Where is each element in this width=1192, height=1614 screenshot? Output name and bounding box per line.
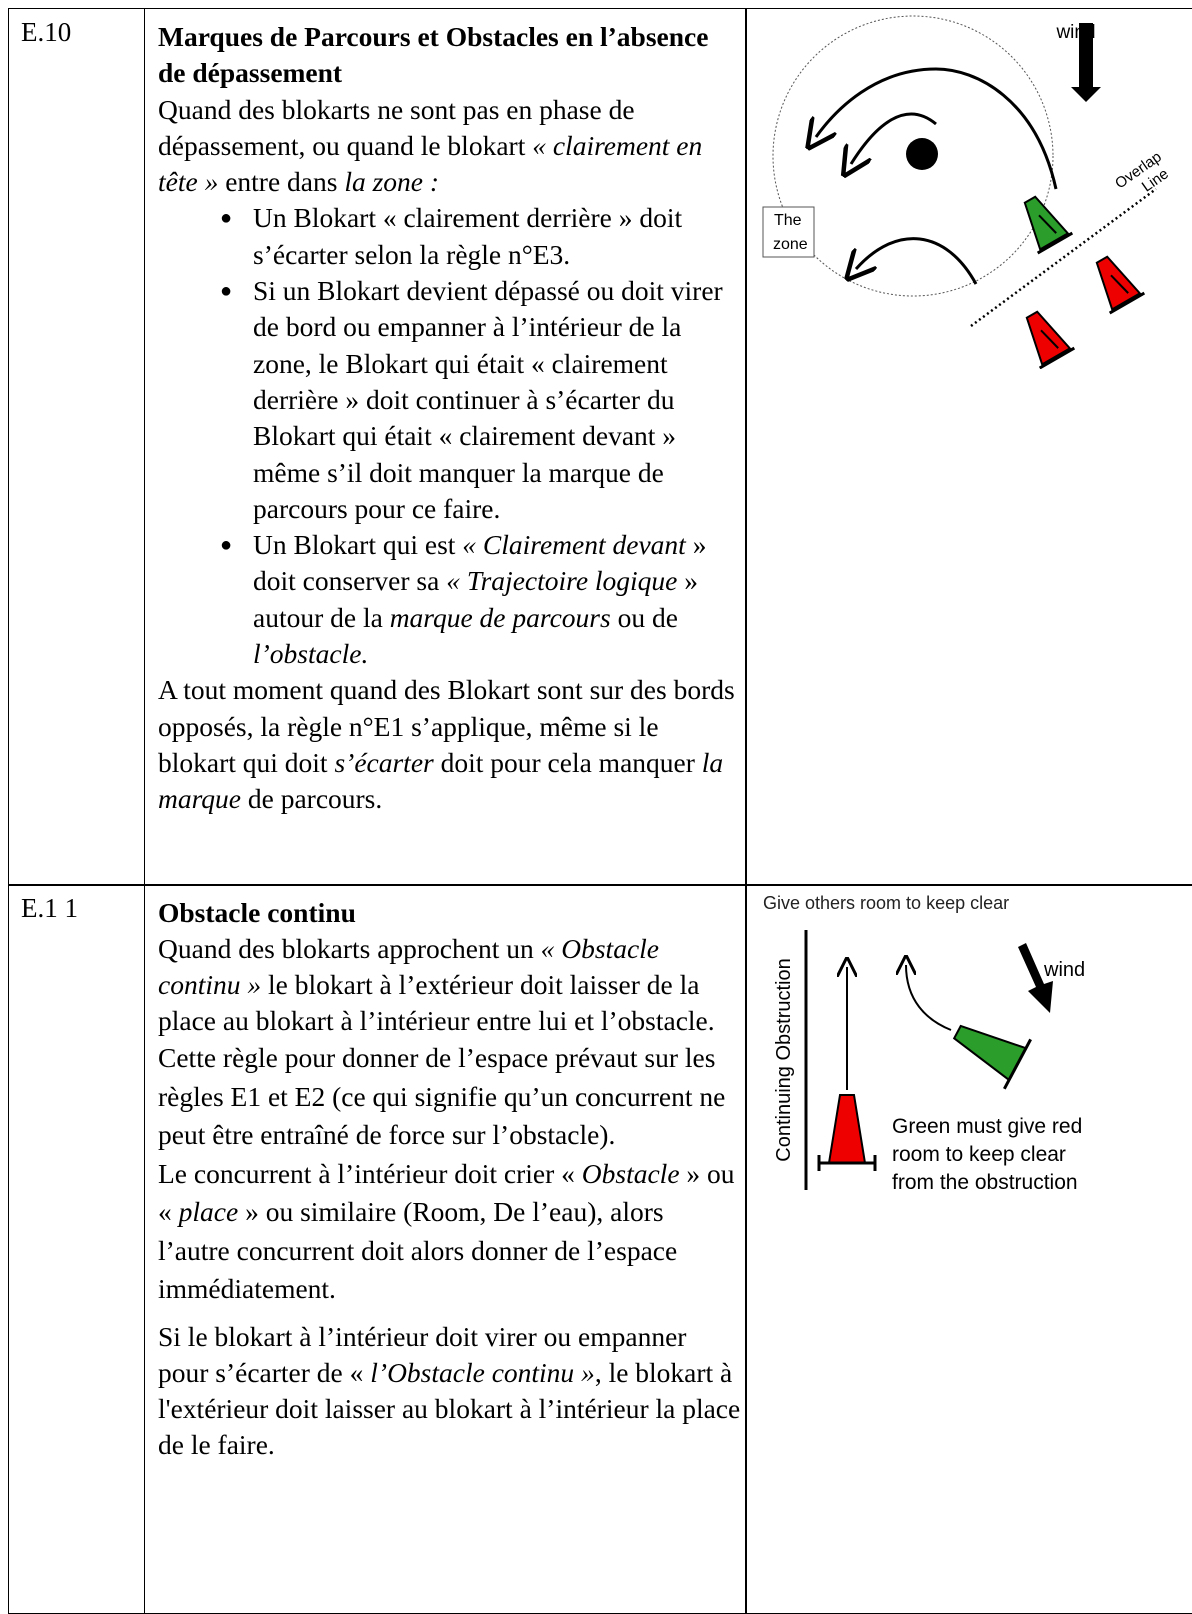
text-run: marque de parcours: [389, 601, 611, 633]
number-cell: E.10: [8, 8, 145, 886]
paragraph: Cette règle pour donner de l’espace prév…: [158, 1039, 742, 1155]
path-arrow: [851, 112, 937, 164]
note: room to keep clear: [892, 1143, 1066, 1166]
text-run: place: [178, 1196, 239, 1228]
red-boat: [1095, 255, 1146, 315]
paragraph: Quand des blokarts ne sont pas en phase …: [158, 92, 736, 201]
wind-arrow: [1018, 943, 1053, 1013]
text-run: » autour de la: [253, 565, 699, 633]
note: from the obstruction: [892, 1171, 1078, 1194]
text-run: « Clairement devant: [462, 529, 686, 561]
diagram-cell: Give others room to keep clear Continuin…: [745, 884, 1192, 1614]
zone-circle: [772, 15, 1054, 297]
zone-label: zone: [773, 236, 808, 253]
zone-label: The: [774, 212, 802, 229]
rule-text: Marques de Parcours et Obstacles en l’ab…: [143, 9, 746, 818]
diagram-cell: wind The zone Overlap Line: [745, 8, 1192, 886]
wind-arrow: [1071, 23, 1101, 102]
rule-title: Marques de Parcours et Obstacles en l’ab…: [158, 21, 709, 89]
rule-number: E.1 1: [21, 893, 78, 923]
path-arrow: [816, 67, 1058, 190]
overlap-line: [970, 187, 1157, 328]
green-boat: [952, 1024, 1032, 1090]
rule-title: Obstacle continu: [158, 897, 356, 928]
text-run: l’obstacle.: [253, 638, 369, 670]
text-run: » ou similaire (Room, De l’eau), alors l…: [158, 1196, 678, 1305]
text-run: Un Blokart qui est: [253, 529, 463, 561]
text-run: Quand des blokarts approchent un: [158, 933, 541, 965]
zone-box: [762, 206, 815, 258]
red-boat: [817, 1094, 877, 1171]
wall-label: Continuing Obstruction: [773, 958, 795, 1161]
text-run: « Obstacle continu »: [158, 933, 660, 1001]
wind-label: wind: [1043, 959, 1085, 981]
text-run: s’écarter: [334, 746, 434, 778]
path-arrow: [856, 237, 978, 285]
paragraph: Le concurrent à l’intérieur doit crier «…: [158, 1155, 742, 1309]
text-run: , le blokart à l'extérieur doit laisser …: [158, 1356, 741, 1460]
text-run: Obstacle: [581, 1157, 680, 1189]
text-run: la zone :: [344, 166, 440, 198]
mark: [906, 138, 938, 170]
bullet-item: Un Blokart « clairement derrière » doit …: [220, 200, 736, 273]
green-boat: [1023, 195, 1074, 255]
rule-number: E.10: [21, 17, 72, 47]
caption: Give others room to keep clear: [763, 893, 1009, 913]
text-run: de parcours.: [241, 783, 383, 815]
text-run: Un Blokart « clairement derrière » doit …: [253, 202, 683, 270]
text-run: entre dans: [218, 166, 345, 198]
bullet-item: Un Blokart qui est « Clairement devant »…: [220, 527, 736, 672]
text-run: Cette règle pour donner de l’espace prév…: [158, 1042, 726, 1151]
text-run: » ou «: [158, 1157, 735, 1228]
text-run: A tout moment quand des Blokart sont sur…: [158, 674, 735, 778]
note: Green must give red: [892, 1115, 1082, 1138]
paragraph: Si le blokart à l’intérieur doit virer o…: [158, 1319, 742, 1463]
text-run: » doit conserver sa: [253, 529, 707, 597]
text-run: le blokart à l’extérieur doit laisser de…: [158, 969, 715, 1037]
path-arrow: [906, 965, 952, 1031]
text-run: Si le blokart à l’intérieur doit virer o…: [158, 1320, 687, 1388]
text-run: la marque: [158, 746, 724, 815]
number-cell: E.1 1: [8, 884, 145, 1614]
text-run: « Trajectoire logique: [446, 565, 678, 597]
red-boat: [1025, 310, 1076, 369]
text-run: l’Obstacle continu »: [370, 1356, 595, 1388]
bullet-item: Si un Blokart devient dépassé ou doit vi…: [220, 273, 736, 527]
text-cell: Obstacle continu Quand des blokarts appro…: [143, 884, 747, 1614]
text-run: doit pour cela manquer: [433, 746, 702, 778]
rule-text: Obstacle continu Quand des blokarts appro…: [143, 885, 746, 1463]
text-run: Le concurrent à l’intérieur doit crier «: [158, 1157, 582, 1189]
diagram: Give others room to keep clear Continuin…: [763, 893, 1085, 1194]
paragraph: Quand des blokarts approchent un « Obsta…: [158, 931, 742, 1039]
text-run: Quand des blokarts ne sont pas en phase …: [158, 93, 635, 161]
text-cell: Marques de Parcours et Obstacles en l’ab…: [143, 8, 747, 886]
wind-label: wind: [1055, 22, 1095, 43]
text-run: Si un Blokart devient dépassé ou doit vi…: [253, 275, 723, 524]
text-run: « clairement en tête »: [158, 129, 703, 198]
paragraph: A tout moment quand des Blokart sont sur…: [158, 672, 736, 817]
text-run: ou de: [610, 601, 678, 633]
